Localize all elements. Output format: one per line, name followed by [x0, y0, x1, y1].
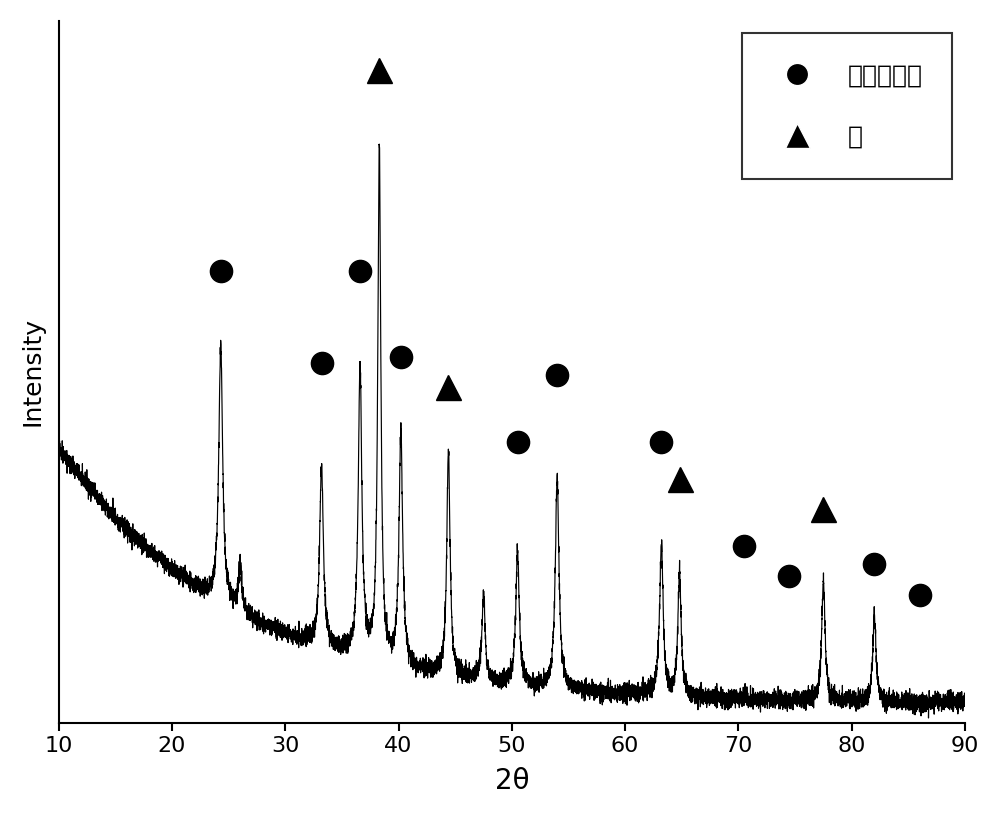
Legend: 三氧化二钒, 金: 三氧化二钒, 金 — [742, 33, 952, 179]
X-axis label: 2θ: 2θ — [495, 767, 529, 795]
Y-axis label: Intensity: Intensity — [21, 317, 45, 426]
